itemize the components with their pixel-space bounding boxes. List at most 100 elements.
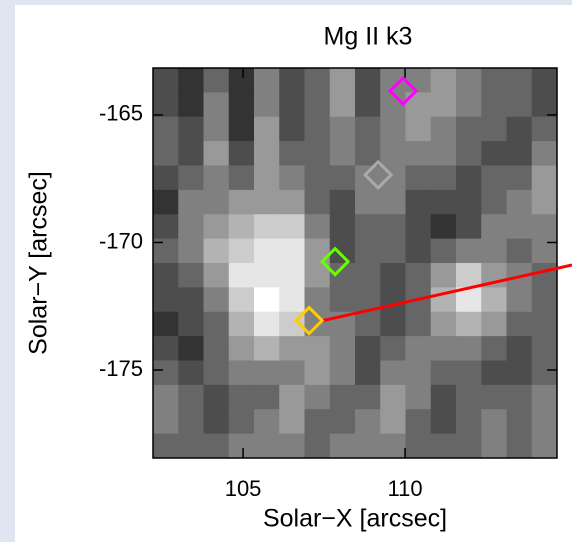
image-cell — [203, 384, 230, 410]
image-cell — [380, 189, 406, 215]
image-cell — [506, 336, 533, 361]
image-cell — [405, 214, 432, 240]
image-cell — [405, 311, 432, 337]
image-cell — [506, 141, 533, 166]
image-cell — [355, 360, 381, 386]
image-cell — [531, 409, 558, 435]
image-cell — [456, 189, 482, 215]
image-cell — [178, 68, 204, 93]
image-cell — [153, 68, 179, 93]
image-cell — [506, 360, 533, 386]
image-cell — [228, 214, 255, 240]
image-cell — [228, 68, 255, 93]
image-cell — [254, 92, 280, 118]
image-cell — [430, 336, 457, 361]
image-cell — [178, 336, 204, 361]
image-cell — [355, 116, 381, 142]
image-cell — [481, 68, 507, 93]
image-cell — [355, 189, 381, 215]
image-cell — [506, 189, 533, 215]
marker — [387, 75, 419, 107]
image-cell — [481, 141, 507, 166]
y-tick-label: -170 — [99, 228, 143, 253]
image-cell — [329, 68, 356, 93]
image-cell — [203, 189, 230, 215]
image-cell — [178, 263, 204, 288]
image-cell — [329, 189, 356, 215]
image-cell — [203, 214, 230, 240]
image-cell — [254, 189, 280, 215]
image-cell — [329, 433, 356, 459]
image-cell — [329, 287, 356, 313]
image-cell — [355, 384, 381, 410]
image-cell — [430, 141, 457, 166]
image-cell — [304, 214, 331, 240]
image-cell — [228, 360, 255, 386]
x-tick-label: 105 — [225, 476, 262, 501]
image-cell — [405, 263, 432, 288]
image-cell — [228, 238, 255, 264]
image-cell — [279, 92, 305, 118]
image-cell — [153, 409, 179, 435]
image-cell — [405, 336, 432, 361]
image-cell — [228, 165, 255, 191]
image-cell — [304, 92, 331, 118]
image-cell — [531, 165, 558, 191]
image-cell — [329, 141, 356, 166]
image-cell — [279, 287, 305, 313]
image-cell — [380, 287, 406, 313]
image-cell — [279, 384, 305, 410]
image-cell — [456, 384, 482, 410]
image-cell — [506, 384, 533, 410]
image-cell — [531, 311, 558, 337]
image-cell — [329, 92, 356, 118]
image-cell — [531, 433, 558, 459]
image-cell — [279, 116, 305, 142]
image-cell — [228, 336, 255, 361]
image-cell — [506, 287, 533, 313]
image-cell — [153, 165, 179, 191]
image-cell — [506, 92, 533, 118]
image-cell — [279, 263, 305, 288]
image-cell — [254, 433, 280, 459]
image-cell — [380, 238, 406, 264]
image-cell — [355, 214, 381, 240]
image-cell — [355, 92, 381, 118]
image-cell — [304, 165, 331, 191]
image-cell — [481, 360, 507, 386]
image-cell — [405, 165, 432, 191]
image-cell — [228, 311, 255, 337]
image-cell — [304, 384, 331, 410]
image-cell — [405, 384, 432, 410]
chart-title: Mg II k3 — [324, 23, 413, 51]
image-cell — [203, 311, 230, 337]
image-cell — [481, 214, 507, 240]
image-cell — [380, 263, 406, 288]
image-cell — [355, 433, 381, 459]
image-cell — [405, 141, 432, 166]
image-cell — [456, 214, 482, 240]
image-cell — [481, 189, 507, 215]
image-cell — [254, 287, 280, 313]
image-cell — [254, 68, 280, 93]
image-cell — [279, 409, 305, 435]
image-cell — [380, 360, 406, 386]
image-cell — [456, 336, 482, 361]
image-cell — [380, 311, 406, 337]
image-cell — [456, 409, 482, 435]
image-cell — [380, 214, 406, 240]
image-cell — [506, 165, 533, 191]
image-cell — [279, 238, 305, 264]
image-cell — [456, 433, 482, 459]
image-cell — [228, 189, 255, 215]
x-tick-label: 110 — [388, 476, 423, 501]
image-cell — [481, 336, 507, 361]
image-cell — [430, 433, 457, 459]
image-cell — [531, 287, 558, 313]
image-cell — [228, 287, 255, 313]
image-cell — [304, 116, 331, 142]
marker — [294, 305, 325, 336]
image-cell — [153, 141, 179, 166]
y-tick-label: -175 — [99, 356, 143, 381]
